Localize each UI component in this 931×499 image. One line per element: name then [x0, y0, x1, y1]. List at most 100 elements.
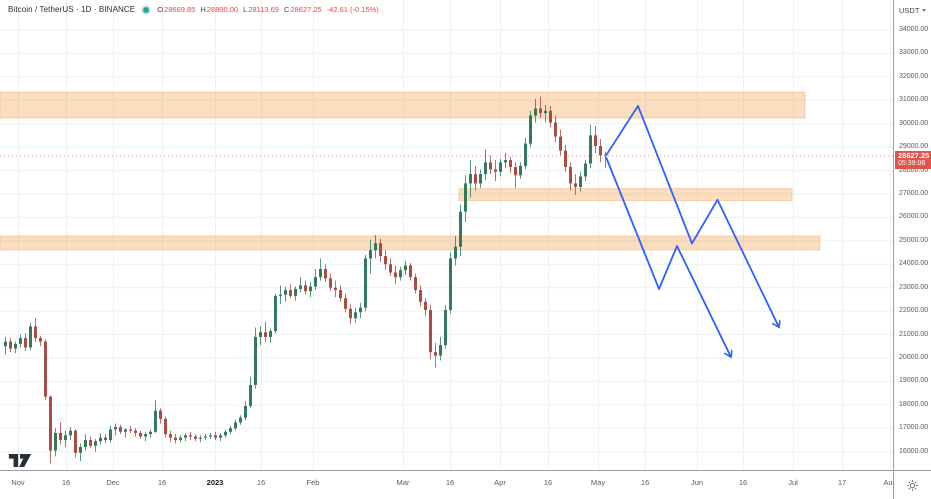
candle	[364, 254, 367, 312]
candle	[274, 293, 277, 334]
supply-demand-zone[interactable]	[0, 235, 821, 251]
chart-pane[interactable]	[0, 0, 893, 470]
time-axis-label: 16	[543, 478, 553, 487]
candle	[294, 286, 297, 301]
candle	[439, 336, 442, 361]
candle	[229, 425, 232, 435]
time-axis-label: May	[590, 478, 606, 487]
price-axis-label: 29000.00	[899, 143, 929, 151]
candle	[434, 342, 437, 368]
candle	[219, 432, 222, 442]
candle	[9, 338, 12, 353]
candle	[599, 138, 602, 163]
price-axis-label: 27000.00	[899, 189, 929, 197]
candle	[509, 156, 512, 173]
candle	[604, 151, 607, 168]
candle	[519, 162, 522, 179]
supply-demand-zone[interactable]	[0, 91, 806, 119]
candle	[399, 266, 402, 281]
candle	[564, 144, 567, 172]
candle	[49, 395, 52, 464]
candle	[69, 427, 72, 440]
axis-corner	[893, 470, 931, 499]
candle	[324, 264, 327, 282]
candle	[204, 434, 207, 440]
price-axis-label: 19000.00	[899, 377, 929, 385]
candle	[349, 304, 352, 325]
candlestick-chart[interactable]	[0, 0, 893, 470]
bar-countdown: 05:39:06	[898, 159, 926, 167]
candle	[14, 341, 17, 354]
price-axis-label: 24000.00	[899, 260, 929, 268]
price-axis-label: 17000.00	[899, 424, 929, 432]
candle	[529, 110, 532, 148]
price-change: -42.61 (-0.15%)	[326, 5, 379, 14]
candle	[579, 171, 582, 192]
candle	[534, 99, 537, 123]
candle	[299, 277, 302, 293]
time-axis-label: Aug	[883, 478, 893, 487]
candle	[494, 160, 497, 182]
price-axis-label: 32000.00	[899, 72, 929, 80]
candle	[104, 434, 107, 444]
candle	[234, 420, 237, 431]
price-axis-label: 16000.00	[899, 447, 929, 455]
trend-arrow[interactable]	[605, 105, 779, 327]
candle	[59, 422, 62, 445]
price-axis-label: 28000.00	[899, 166, 929, 174]
candle	[549, 106, 552, 128]
candle	[489, 155, 492, 175]
price-axis-label: 23000.00	[899, 283, 929, 291]
candle	[469, 160, 472, 198]
candle	[179, 435, 182, 443]
candle	[89, 436, 92, 449]
candle	[404, 260, 407, 275]
symbol-title[interactable]: Bitcoin / TetherUS · 1D · BINANCE	[8, 5, 136, 14]
candle	[414, 273, 417, 294]
time-axis-label: Jun	[690, 478, 704, 487]
candle	[249, 376, 252, 409]
currency-selector[interactable]: USDT	[894, 0, 931, 15]
trend-arrow[interactable]	[605, 156, 731, 357]
candle	[264, 321, 267, 342]
candle	[159, 408, 162, 424]
gear-icon[interactable]	[906, 479, 919, 492]
time-axis[interactable]: Nov 16 Dec 16 2023 16 Feb Mar 16 Apr 16 May 16 Jun 16 J…	[0, 470, 893, 499]
candle	[314, 268, 317, 291]
symbol-legend: Bitcoin / TetherUS · 1D · BINANCE O 28669…	[8, 5, 379, 14]
candle	[184, 432, 187, 442]
candle	[449, 252, 452, 314]
ohlc-item: O 28669.85	[157, 5, 196, 14]
candle	[319, 258, 322, 281]
candle	[144, 431, 147, 442]
candle	[139, 430, 142, 439]
price-axis[interactable]: USDT 28627.25 05:39:06 34000.00 33000.00 3…	[893, 0, 931, 470]
tradingview-logo-icon[interactable]	[8, 454, 32, 472]
time-axis-label: 16	[256, 478, 266, 487]
price-axis-label: 21000.00	[899, 330, 929, 338]
candle	[149, 429, 152, 438]
price-axis-label: 33000.00	[899, 49, 929, 57]
supply-demand-zone[interactable]	[458, 188, 793, 202]
candle	[39, 335, 42, 347]
candle	[444, 305, 447, 349]
last-price-tag: 28627.25 05:39:06	[895, 150, 931, 169]
candle	[244, 401, 247, 421]
candle	[154, 400, 157, 433]
candle	[164, 416, 167, 438]
candle	[524, 137, 527, 170]
candle	[514, 162, 517, 189]
price-axis-label: 34000.00	[899, 26, 929, 33]
candle	[19, 334, 22, 348]
price-axis-label: 30000.00	[899, 119, 929, 127]
time-axis-label: Dec	[106, 478, 120, 487]
candle	[474, 165, 477, 191]
price-axis-label: 22000.00	[899, 307, 929, 315]
candle	[544, 104, 547, 123]
candle	[379, 238, 382, 262]
candle	[209, 432, 212, 439]
time-axis-label: 16	[640, 478, 650, 487]
candle	[359, 302, 362, 319]
candle	[224, 429, 227, 438]
chevron-down-icon	[922, 9, 927, 12]
